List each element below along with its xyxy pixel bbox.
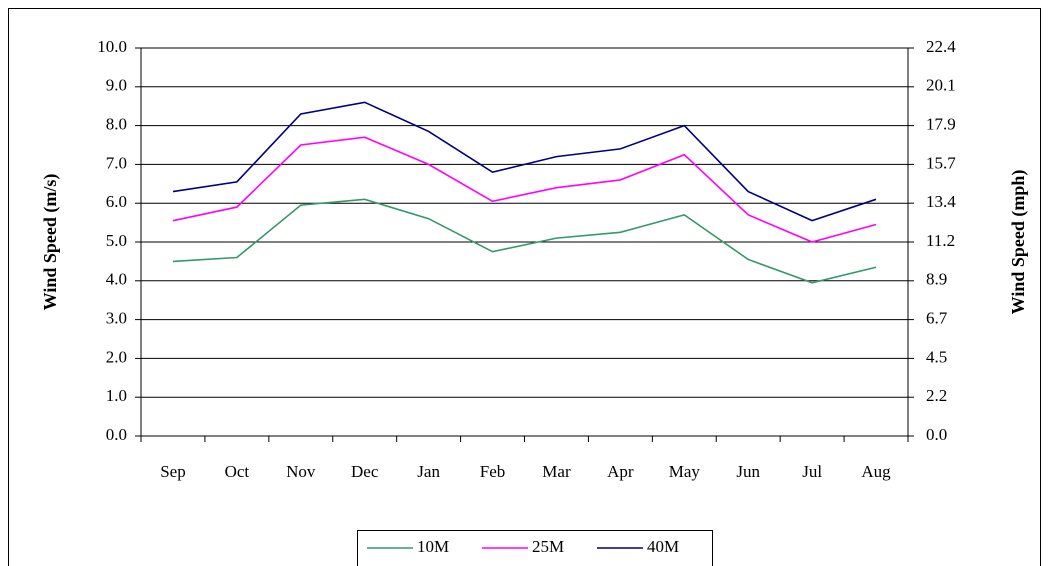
y2-tick-label: 17.9 [926, 115, 956, 134]
y2-axis-title: Wind Speed (mph) [1008, 170, 1029, 315]
y2-tick-label: 20.1 [926, 76, 956, 95]
y2-tick-label: 0.0 [926, 425, 947, 444]
y-tick-label: 10.0 [97, 37, 127, 56]
x-tick-label: Apr [607, 462, 634, 481]
data-line [172, 198, 877, 284]
x-tick-label: Jun [736, 462, 760, 481]
chart-border [8, 8, 1041, 566]
x-tick-label: Jul [802, 462, 822, 481]
x-tick-label: Oct [225, 462, 250, 481]
y-tick-label: 0.0 [106, 425, 127, 444]
y2-tick-label: 13.4 [926, 192, 956, 211]
y2-tick-label: 6.7 [926, 309, 948, 328]
legend-label: 25M [532, 537, 564, 556]
x-tick-label: Sep [160, 462, 186, 481]
y2-tick-label: 8.9 [926, 270, 947, 289]
x-tick-label: Mar [542, 462, 571, 481]
data-line [172, 101, 877, 222]
y2-tick-label: 2.2 [926, 386, 947, 405]
legend-label: 10M [417, 537, 449, 556]
x-tick-label: May [669, 462, 701, 481]
y-tick-label: 2.0 [106, 347, 127, 366]
y-tick-label: 4.0 [106, 270, 127, 289]
data-line [172, 136, 877, 243]
y-tick-label: 6.0 [106, 192, 127, 211]
y2-tick-label: 22.4 [926, 37, 956, 56]
x-tick-label: Jan [417, 462, 440, 481]
y-axis-title: Wind Speed (m/s) [40, 174, 61, 311]
y-tick-label: 1.0 [106, 386, 127, 405]
y-tick-label: 7.0 [106, 153, 127, 172]
y-tick-label: 8.0 [106, 115, 127, 134]
y-tick-label: 3.0 [106, 309, 127, 328]
legend-label: 40M [647, 537, 679, 556]
y-tick-label: 5.0 [106, 231, 127, 250]
x-tick-label: Nov [286, 462, 316, 481]
y-tick-label: 9.0 [106, 76, 127, 95]
x-tick-label: Aug [861, 462, 891, 481]
x-tick-label: Dec [351, 462, 379, 481]
x-tick-label: Feb [480, 462, 506, 481]
y2-tick-label: 11.2 [926, 231, 955, 250]
y2-tick-label: 15.7 [926, 153, 956, 172]
legend-box [357, 530, 713, 566]
y2-tick-label: 4.5 [926, 347, 947, 366]
